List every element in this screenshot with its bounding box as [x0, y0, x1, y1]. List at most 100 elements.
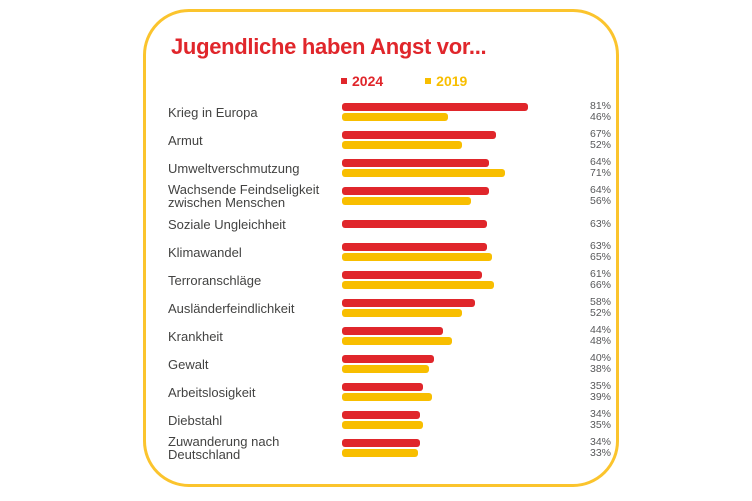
bar-group: [342, 439, 574, 457]
chart-row: Terroranschläge 61% 66%: [168, 266, 616, 294]
bar-2024: [342, 187, 490, 195]
value-2019: 65%: [589, 251, 611, 263]
bar-2019: [342, 365, 430, 373]
bar-group: [342, 243, 574, 261]
category-label: Ausländerfeindlichkeit: [168, 300, 295, 316]
value-2019: 52%: [589, 307, 611, 319]
bar-2024: [342, 411, 421, 419]
chart-row: Wachsende Feindseligkeit zwischen Mensch…: [168, 182, 616, 210]
bar-group: [342, 187, 574, 205]
bar-2024: [342, 383, 423, 391]
legend-item-2019: 2019: [425, 73, 467, 89]
bar-2024: [342, 439, 421, 447]
value-2024: 61%: [589, 268, 611, 280]
bar-group: [342, 103, 574, 121]
category-label: Soziale Ungleichheit: [168, 216, 286, 232]
value-2019: 66%: [589, 279, 611, 291]
value-labels: 67% 52%: [574, 129, 616, 151]
legend-swatch-2019-icon: [425, 78, 432, 84]
bar-group: [342, 355, 574, 373]
value-labels: 64% 56%: [574, 185, 616, 207]
category-label: Arbeitslosigkeit: [168, 384, 256, 400]
chart-rows: Krieg in Europa 81% 46% Armut 67% 52% Umweltve…: [168, 98, 616, 462]
bar-2019: [342, 421, 423, 429]
value-2019: 56%: [589, 195, 611, 207]
value-2024: 44%: [589, 324, 611, 336]
bar-2019: [342, 309, 462, 317]
bar-group: [342, 383, 574, 401]
value-2024: 35%: [589, 380, 611, 392]
bar-2024: [342, 159, 490, 167]
bar-2024: [342, 299, 476, 307]
bar-2019: [342, 197, 471, 205]
bar-group: [342, 220, 574, 228]
category-label: Krankheit: [168, 328, 223, 344]
chart-row: Gewalt 40% 38%: [168, 350, 616, 378]
chart-row: Soziale Ungleichheit 63%: [168, 210, 616, 238]
category-label: Armut: [168, 132, 203, 148]
category-label: Klimawandel: [168, 244, 242, 260]
chart-row: Krankheit 44% 48%: [168, 322, 616, 350]
bar-2024: [342, 131, 497, 139]
bar-2019: [342, 337, 453, 345]
value-labels: 58% 52%: [574, 297, 616, 319]
bar-2019: [342, 169, 506, 177]
chart-row: Krieg in Europa 81% 46%: [168, 98, 616, 126]
category-label: Krieg in Europa: [168, 104, 258, 120]
bar-group: [342, 159, 574, 177]
bar-2024: [342, 271, 483, 279]
value-2024: 64%: [589, 156, 611, 168]
category-label: Zuwanderung nach Deutschland: [168, 434, 280, 462]
infographic-card: Jugendliche haben Angst vor... 2024 2019…: [143, 9, 619, 487]
value-2019: 71%: [589, 167, 611, 179]
bar-2019: [342, 393, 432, 401]
value-labels: 63% 65%: [574, 241, 616, 263]
legend-swatch-2024-icon: [341, 78, 347, 84]
value-2024: 67%: [589, 128, 611, 140]
chart-row: Arbeitslosigkeit 35% 39%: [168, 378, 616, 406]
bar-2019: [342, 141, 462, 149]
value-2019: 33%: [589, 447, 611, 459]
value-labels: 63%: [574, 217, 616, 230]
value-labels: 34% 35%: [574, 409, 616, 431]
bar-2019: [342, 113, 448, 121]
legend-label-2024: 2024: [352, 73, 384, 89]
value-2024: 81%: [589, 100, 611, 112]
chart-row: Klimawandel 63% 65%: [168, 238, 616, 266]
value-2024: 40%: [589, 352, 611, 364]
value-2019: 39%: [589, 391, 611, 403]
value-2019: 46%: [589, 111, 611, 123]
bar-2024: [342, 355, 434, 363]
chart-row: Armut 67% 52%: [168, 126, 616, 154]
value-2024: 63%: [589, 240, 611, 252]
chart-title: Jugendliche haben Angst vor...: [171, 34, 487, 59]
value-2024: 64%: [589, 184, 611, 196]
bar-2019: [342, 449, 418, 457]
value-2019: 38%: [589, 363, 611, 375]
value-labels: 35% 39%: [574, 381, 616, 403]
value-labels: 34% 33%: [574, 437, 616, 459]
value-2024: 63%: [589, 217, 611, 230]
chart-row: Diebstahl 34% 35%: [168, 406, 616, 434]
value-2019: 52%: [589, 139, 611, 151]
value-labels: 81% 46%: [574, 101, 616, 123]
bar-2024: [342, 103, 529, 111]
legend-item-2024: 2024: [341, 73, 383, 89]
category-label: Wachsende Feindseligkeit zwischen Mensch…: [168, 182, 320, 210]
value-2024: 58%: [589, 296, 611, 308]
value-labels: 40% 38%: [574, 353, 616, 375]
value-2019: 35%: [589, 419, 611, 431]
value-2019: 48%: [589, 335, 611, 347]
value-2024: 34%: [589, 408, 611, 420]
bar-group: [342, 411, 574, 429]
value-2024: 34%: [589, 436, 611, 448]
chart-row: Ausländerfeindlichkeit 58% 52%: [168, 294, 616, 322]
bar-2024: [342, 243, 487, 251]
value-labels: 64% 71%: [574, 157, 616, 179]
bar-2019: [342, 253, 492, 261]
chart-row: Umweltverschmutzung 64% 71%: [168, 154, 616, 182]
bar-group: [342, 299, 574, 317]
category-label: Terroranschläge: [168, 272, 262, 288]
chart-row: Zuwanderung nach Deutschland 34% 33%: [168, 434, 616, 462]
category-label: Diebstahl: [168, 412, 223, 428]
